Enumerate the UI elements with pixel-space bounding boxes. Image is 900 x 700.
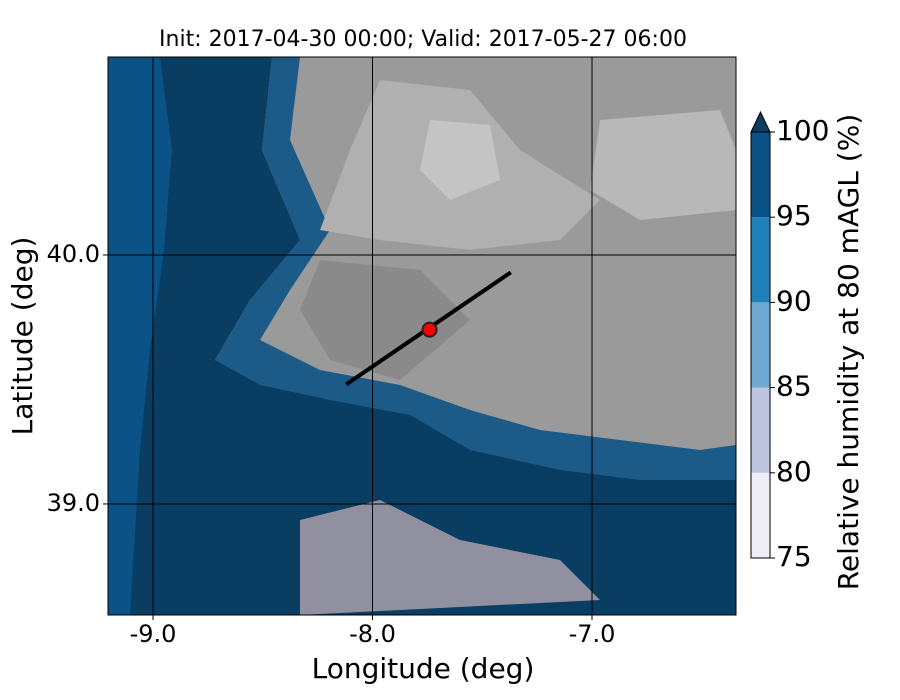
colorbar-tick-label: 100 — [776, 114, 829, 147]
chart-title: Init: 2017-04-30 00:00; Valid: 2017-05-2… — [159, 27, 687, 52]
colorbar-band — [751, 472, 770, 558]
y-tick-label: 40.0 — [47, 240, 100, 268]
x-tick-label: -8.0 — [349, 620, 396, 648]
plot-frame — [107, 56, 737, 616]
y-axis-label: Latitude (deg) — [6, 237, 39, 436]
colorbar-band — [751, 217, 770, 303]
colorbar-band — [751, 387, 770, 473]
x-tick-label: -7.0 — [569, 620, 616, 648]
colorbar-tick-label: 85 — [776, 370, 812, 403]
colorbar-tick-label: 90 — [776, 284, 812, 317]
y-tick-label: 39.0 — [47, 489, 100, 517]
colorbar-tick-label: 95 — [776, 199, 812, 232]
colorbar-tick-label: 80 — [776, 455, 812, 488]
colorbar-label: Relative humidity at 80 mAGL (%) — [832, 114, 865, 591]
colorbar-band — [751, 132, 770, 218]
x-axis-label: Longitude (deg) — [312, 652, 535, 685]
map-background — [108, 57, 736, 615]
colorbar-band — [751, 302, 770, 388]
colorbar-frame — [750, 131, 771, 559]
colorbar-tick-label: 75 — [776, 540, 812, 573]
colorbar-extend — [750, 110, 771, 133]
point-marker — [421, 321, 438, 338]
x-tick-label: -9.0 — [130, 620, 177, 648]
